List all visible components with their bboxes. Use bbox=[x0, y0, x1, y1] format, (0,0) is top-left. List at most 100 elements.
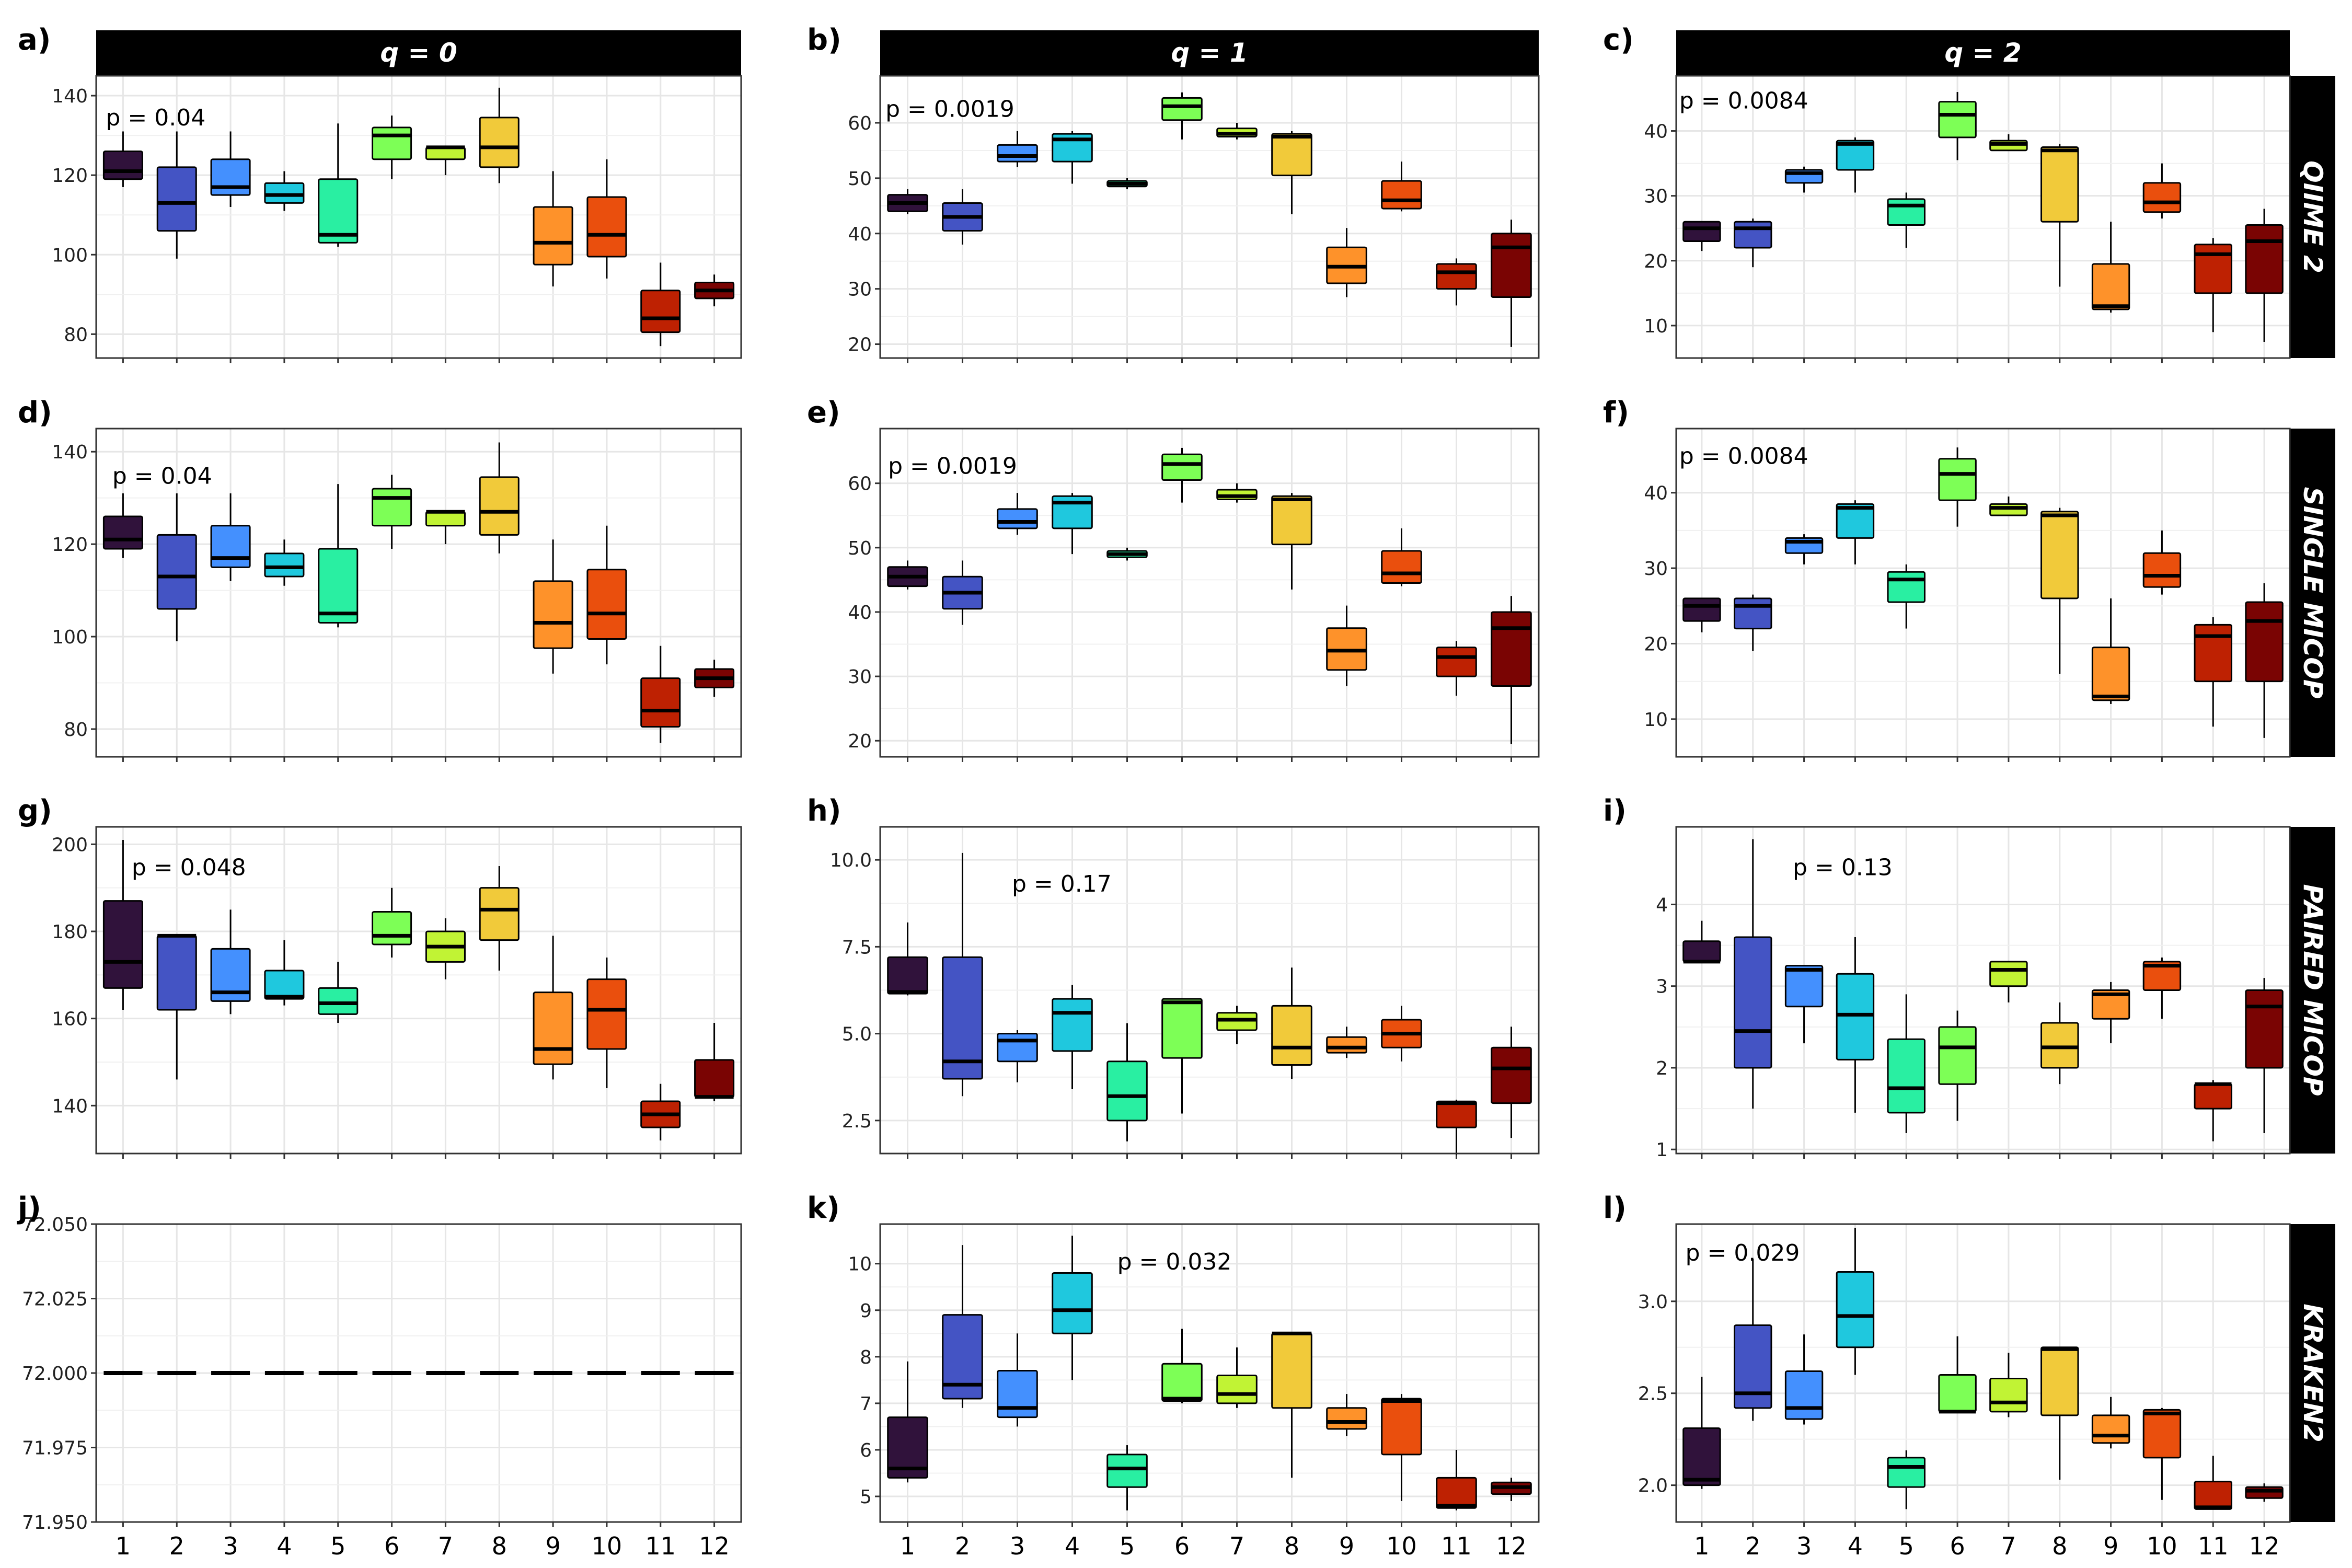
y-tick-label: 20 bbox=[1644, 633, 1668, 655]
box-12 bbox=[2245, 583, 2284, 738]
y-tick-label: 100 bbox=[52, 627, 88, 648]
box-7 bbox=[1216, 483, 1258, 503]
row-title-0: QIIME 2 bbox=[2298, 160, 2328, 273]
box-11 bbox=[2194, 238, 2232, 332]
box-body bbox=[1271, 495, 1312, 546]
box-9 bbox=[1326, 605, 1367, 686]
x-tick-label: 2 bbox=[1745, 1532, 1760, 1560]
box-11 bbox=[1436, 1449, 1477, 1511]
y-tick-label: 30 bbox=[1644, 186, 1668, 207]
gridlines bbox=[1676, 1224, 2290, 1522]
x-tick-label: 1 bbox=[116, 1532, 131, 1560]
box-body bbox=[318, 987, 359, 1015]
box-9 bbox=[2091, 1397, 2130, 1449]
y-tick-label: 72.050 bbox=[22, 1214, 88, 1236]
box-8 bbox=[2040, 508, 2079, 674]
box-7 bbox=[1216, 1006, 1258, 1044]
y-tick-label: 140 bbox=[52, 442, 88, 463]
x-tick-label: 4 bbox=[1848, 1532, 1863, 1560]
box-1 bbox=[887, 1361, 928, 1483]
box-11 bbox=[2194, 1080, 2232, 1142]
box-body bbox=[2245, 989, 2284, 1069]
box-body bbox=[942, 956, 983, 1080]
box-body bbox=[2040, 511, 2079, 599]
x-tick-label: 6 bbox=[1950, 1532, 1965, 1560]
y-tick-label: 71.975 bbox=[22, 1438, 88, 1459]
box-body bbox=[2194, 624, 2232, 683]
box-body bbox=[942, 1314, 983, 1400]
box-body bbox=[2040, 1346, 2079, 1416]
box-8 bbox=[2040, 1346, 2079, 1480]
y-tick-label: 40 bbox=[1644, 121, 1668, 143]
box-body bbox=[1436, 1100, 1477, 1128]
box-body bbox=[997, 1033, 1038, 1063]
p-value-label: p = 0.17 bbox=[1012, 871, 1112, 897]
box-body bbox=[318, 178, 359, 244]
box-body bbox=[210, 525, 251, 568]
box-body bbox=[2194, 1083, 2232, 1110]
box-body bbox=[2040, 1022, 2079, 1069]
y-tick-label: 10.0 bbox=[830, 850, 872, 871]
col-title-2: q = 2 bbox=[1944, 38, 2021, 68]
row-strip-2: PAIRED MICOP bbox=[2290, 827, 2335, 1154]
x-tick-label: 6 bbox=[1174, 1532, 1190, 1560]
box-10 bbox=[1381, 162, 1422, 212]
box-11 bbox=[1436, 1099, 1477, 1156]
p-value-label: p = 0.13 bbox=[1793, 855, 1893, 881]
box-body bbox=[1887, 571, 1926, 603]
panel-f: 10 20 30 40 f) p = 0.0084 bbox=[1603, 396, 2291, 762]
box-body bbox=[1887, 1457, 1926, 1488]
box-body bbox=[887, 1416, 928, 1479]
box-4 bbox=[264, 539, 305, 586]
box-body bbox=[1271, 133, 1312, 177]
box-10 bbox=[2142, 1408, 2182, 1500]
x-tick-label: 7 bbox=[2001, 1532, 2016, 1560]
y-tick-label: 3 bbox=[1656, 976, 1668, 998]
box-11 bbox=[1436, 258, 1477, 306]
box-body bbox=[1682, 940, 1721, 963]
box-5 bbox=[1106, 1445, 1148, 1511]
x-tick-label: 5 bbox=[1120, 1532, 1135, 1560]
y-tick-label: 40 bbox=[848, 602, 872, 624]
box-8 bbox=[479, 442, 520, 554]
y-tick-label: 20 bbox=[848, 335, 872, 356]
x-tick-label: 8 bbox=[492, 1532, 507, 1560]
panel-i: 1 2 3 4 i) p = 0.13 bbox=[1603, 794, 2291, 1161]
box-10 bbox=[586, 958, 627, 1088]
box-1 bbox=[887, 189, 928, 214]
x-tick-label: 1 bbox=[900, 1532, 915, 1560]
plot-border bbox=[1675, 1223, 2291, 1523]
box-body bbox=[1734, 936, 1772, 1069]
panel-letter: c) bbox=[1603, 23, 1634, 57]
box-6 bbox=[1938, 447, 1977, 527]
box-6 bbox=[1161, 1329, 1203, 1403]
panel-letter: i) bbox=[1603, 794, 1627, 828]
box-body bbox=[1836, 503, 1875, 539]
plot-border bbox=[879, 1223, 1540, 1523]
y-tick-label: 9 bbox=[860, 1300, 872, 1322]
box-body bbox=[1436, 263, 1477, 290]
x-tick-label: 2 bbox=[169, 1532, 185, 1560]
box-6 bbox=[372, 887, 412, 958]
x-tick-label: 2 bbox=[955, 1532, 970, 1560]
box-body bbox=[640, 677, 681, 728]
y-tick-label: 80 bbox=[64, 324, 88, 345]
box-2 bbox=[942, 852, 983, 1097]
box-2 bbox=[1734, 839, 1772, 1109]
y-tick-label: 80 bbox=[64, 719, 88, 741]
box-6 bbox=[372, 116, 412, 179]
box-body bbox=[1271, 1005, 1312, 1066]
x-tick-label: 11 bbox=[1441, 1532, 1472, 1560]
box-9 bbox=[533, 539, 573, 674]
box-body bbox=[1887, 198, 1926, 226]
box-body bbox=[533, 991, 573, 1065]
gridlines bbox=[880, 76, 1539, 358]
plot-background bbox=[1676, 827, 2290, 1154]
plot-border bbox=[95, 428, 742, 758]
box-4 bbox=[1836, 500, 1875, 564]
box-body bbox=[1682, 1427, 1721, 1486]
p-value-label: p = 0.032 bbox=[1117, 1249, 1232, 1275]
box-3 bbox=[210, 493, 251, 581]
